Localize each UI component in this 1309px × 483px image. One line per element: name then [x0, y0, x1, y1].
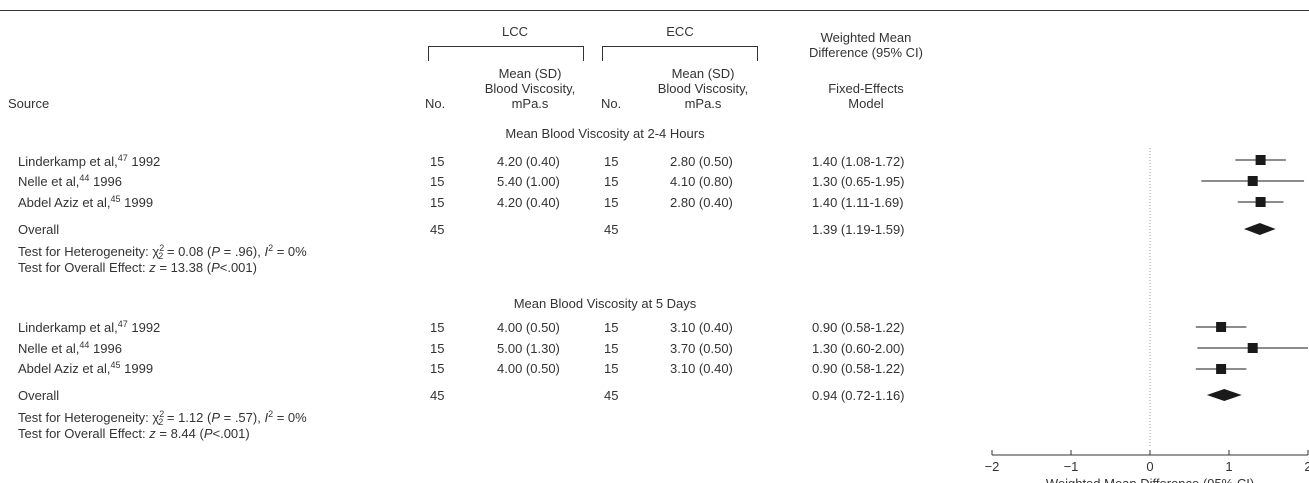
lcc-bracket [428, 46, 584, 61]
lcc-n: 15 [430, 341, 445, 356]
ecc-n: 15 [604, 361, 619, 376]
ecc-n: 15 [604, 195, 619, 210]
wmd-value: 1.40 (1.08-1.72) [812, 154, 905, 169]
study-label: Linderkamp et al,47 1992 [18, 319, 161, 336]
ecc-mean: 2.80 (0.50) [670, 154, 733, 169]
lcc-mean-header-3: mPa.s [511, 96, 549, 111]
ecc-mean: 4.10 (0.80) [670, 174, 733, 189]
lcc-n-total: 45 [430, 388, 445, 403]
lcc-mean: 4.20 (0.40) [497, 195, 560, 210]
x-tick-label: −2 [985, 459, 1000, 474]
study-marker [1216, 322, 1227, 332]
pooled-diamond [1206, 389, 1242, 401]
ecc-n: 15 [604, 320, 619, 335]
lcc-mean: 4.20 (0.40) [497, 154, 560, 169]
lcc-mean: 5.40 (1.00) [497, 174, 560, 189]
x-axis-label: Weighted Mean Difference (95% CI) [1046, 476, 1254, 483]
top-rule [0, 10, 1309, 11]
lcc-mean: 4.00 (0.50) [497, 361, 560, 376]
x-tick-label: 2 [1304, 459, 1309, 474]
wmd-overall: 1.39 (1.19-1.59) [812, 222, 905, 237]
study-marker [1247, 343, 1258, 353]
overall-effect-test: Test for Overall Effect: z = 13.38 (P<.0… [18, 260, 257, 275]
lcc-n: 15 [430, 154, 445, 169]
lcc-n: 15 [430, 320, 445, 335]
ecc-bracket [602, 46, 758, 61]
lcc-n-total: 45 [430, 222, 445, 237]
x-tick-label: 1 [1225, 459, 1232, 474]
wmd-value: 0.90 (0.58-1.22) [812, 320, 905, 335]
wmd-value: 1.30 (0.60-2.00) [812, 341, 905, 356]
study-label: Abdel Aziz et al,45 1999 [18, 360, 154, 377]
lcc-n: 15 [430, 195, 445, 210]
ecc-n-total: 45 [604, 388, 619, 403]
model-header-1: Fixed-Effects [828, 81, 904, 96]
wmd-overall: 0.94 (0.72-1.16) [812, 388, 905, 403]
model-header-2: Model [848, 96, 884, 111]
ecc-mean: 3.70 (0.50) [670, 341, 733, 356]
wmd-value: 1.40 (1.11-1.69) [812, 195, 904, 210]
lcc-n: 15 [430, 361, 445, 376]
lcc-mean: 5.00 (1.30) [497, 341, 560, 356]
ecc-mean: 3.10 (0.40) [670, 320, 733, 335]
ecc-n: 15 [604, 154, 619, 169]
lcc-header: LCC [501, 24, 528, 39]
ecc-no-header: No. [601, 96, 622, 111]
study-marker [1255, 155, 1266, 165]
study-marker [1247, 176, 1258, 186]
lcc-no-header: No. [425, 96, 446, 111]
heterogeneity-test: Test for Heterogeneity: χ22 = 0.08 (P = … [18, 243, 307, 261]
study-marker [1216, 364, 1227, 374]
wmd-header-line2: Difference (95% CI) [809, 45, 923, 60]
study-label: Nelle et al,44 1996 [18, 340, 122, 357]
source-header: Source [8, 96, 50, 111]
x-tick-label: −1 [1064, 459, 1079, 474]
lcc-mean-header-1: Mean (SD) [498, 66, 562, 81]
study-marker [1255, 197, 1266, 207]
study-label: Nelle et al,44 1996 [18, 173, 122, 190]
lcc-n: 15 [430, 174, 445, 189]
ecc-mean: 3.10 (0.40) [670, 361, 733, 376]
wmd-value: 0.90 (0.58-1.22) [812, 361, 905, 376]
ecc-header: ECC [666, 24, 694, 39]
wmd-value: 1.30 (0.65-1.95) [812, 174, 905, 189]
heterogeneity-test: Test for Heterogeneity: χ22 = 1.12 (P = … [18, 409, 307, 427]
subgroup-title: Mean Blood Viscosity at 5 Days [513, 296, 697, 311]
lcc-mean-header-2: Blood Viscosity, [484, 81, 576, 96]
ecc-mean-header-3: mPa.s [684, 96, 722, 111]
study-label: Abdel Aziz et al,45 1999 [18, 194, 154, 211]
study-label: Linderkamp et al,47 1992 [18, 153, 161, 170]
ecc-n-total: 45 [604, 222, 619, 237]
wmd-header-line1: Weighted Mean [820, 30, 912, 45]
ecc-mean-header-1: Mean (SD) [671, 66, 735, 81]
subgroup-title: Mean Blood Viscosity at 2-4 Hours [505, 126, 705, 141]
x-tick-label: 0 [1146, 459, 1153, 474]
ecc-n: 15 [604, 341, 619, 356]
overall-effect-test: Test for Overall Effect: z = 8.44 (P<.00… [18, 426, 250, 441]
ecc-n: 15 [604, 174, 619, 189]
overall-label: Overall [18, 388, 60, 403]
overall-label: Overall [18, 222, 60, 237]
ecc-mean-header-2: Blood Viscosity, [657, 81, 749, 96]
ecc-mean: 2.80 (0.40) [670, 195, 733, 210]
lcc-mean: 4.00 (0.50) [497, 320, 560, 335]
pooled-diamond [1244, 223, 1276, 235]
